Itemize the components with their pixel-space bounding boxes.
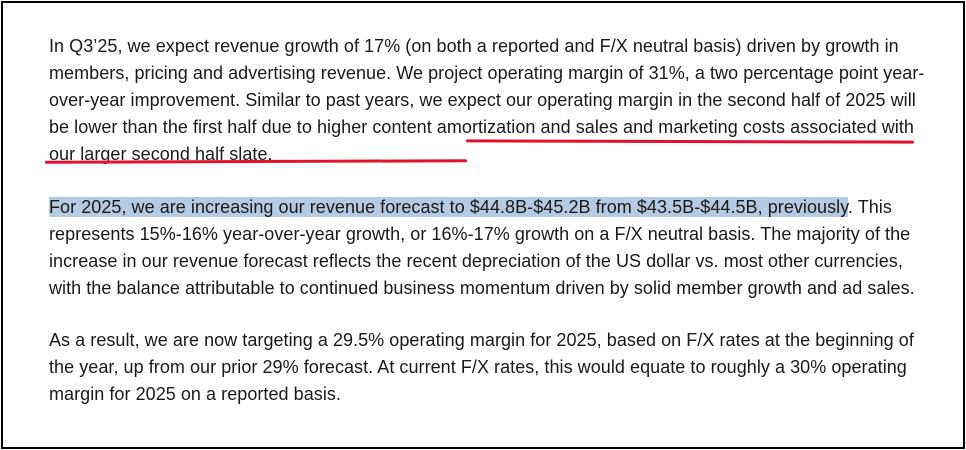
paragraph-q3-outlook-text: In Q3’25, we expect revenue growth of 17… <box>49 36 925 137</box>
underlined-phrase: higher content amortization and sales an… <box>49 117 914 164</box>
paragraph-2025-forecast: For 2025, we are increasing our revenue … <box>49 194 929 302</box>
highlighted-sentence: For 2025, we are increasing our revenue … <box>49 197 848 217</box>
document-body: In Q3’25, we expect revenue growth of 17… <box>49 33 929 408</box>
paragraph-operating-margin: As a result, we are now targeting a 29.5… <box>49 327 929 408</box>
paragraph-q3-outlook: In Q3’25, we expect revenue growth of 17… <box>49 33 929 168</box>
paragraph-operating-margin-text: As a result, we are now targeting a 29.5… <box>49 330 914 404</box>
paragraph-2025-forecast-text: . This represents 15%-16% year-over-year… <box>49 197 915 298</box>
